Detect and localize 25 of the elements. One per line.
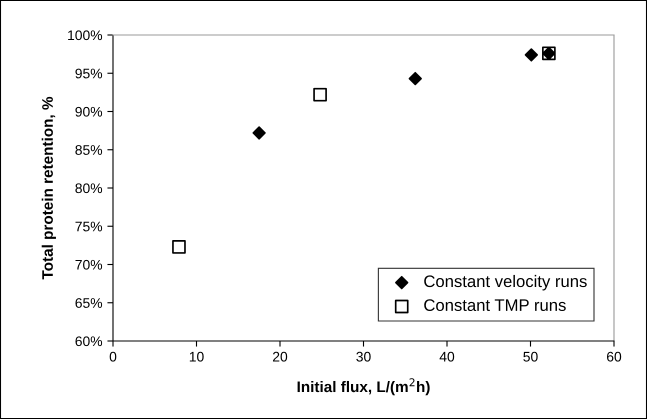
y-tick-label: 70% — [76, 260, 102, 270]
x-axis-title: Initial flux, L/(m$^{2}$h) — [298, 378, 430, 396]
y-axis-title: Total protein retention, % — [42, 96, 56, 280]
x-tick-label: 40 — [440, 352, 454, 362]
x-tick-label: 50 — [523, 352, 538, 362]
y-tick-label: 90% — [75, 106, 102, 117]
point — [408, 72, 422, 86]
legend-label: Constant TMP runs — [424, 299, 566, 312]
x-tick-label: 30 — [356, 352, 371, 362]
point — [524, 48, 538, 62]
y-tick-label: 100% — [68, 30, 102, 40]
x-tick-label: 0 — [110, 352, 116, 362]
point — [313, 88, 327, 102]
point — [172, 240, 186, 254]
x-tick-label: 60 — [606, 352, 622, 362]
x-tick-label: 10 — [190, 352, 204, 362]
y-tick-label: 65% — [75, 298, 102, 308]
y-tick-label: 75% — [76, 222, 102, 232]
y-tick-label: 80% — [75, 183, 102, 194]
point — [252, 126, 266, 140]
y-tick-label: 60% — [75, 336, 102, 346]
legend-label: Constant velocity runs — [424, 274, 587, 290]
y-tick-label: 85% — [75, 145, 102, 155]
x-tick-label: 20 — [272, 352, 288, 362]
y-tick-label: 95% — [75, 68, 102, 78]
